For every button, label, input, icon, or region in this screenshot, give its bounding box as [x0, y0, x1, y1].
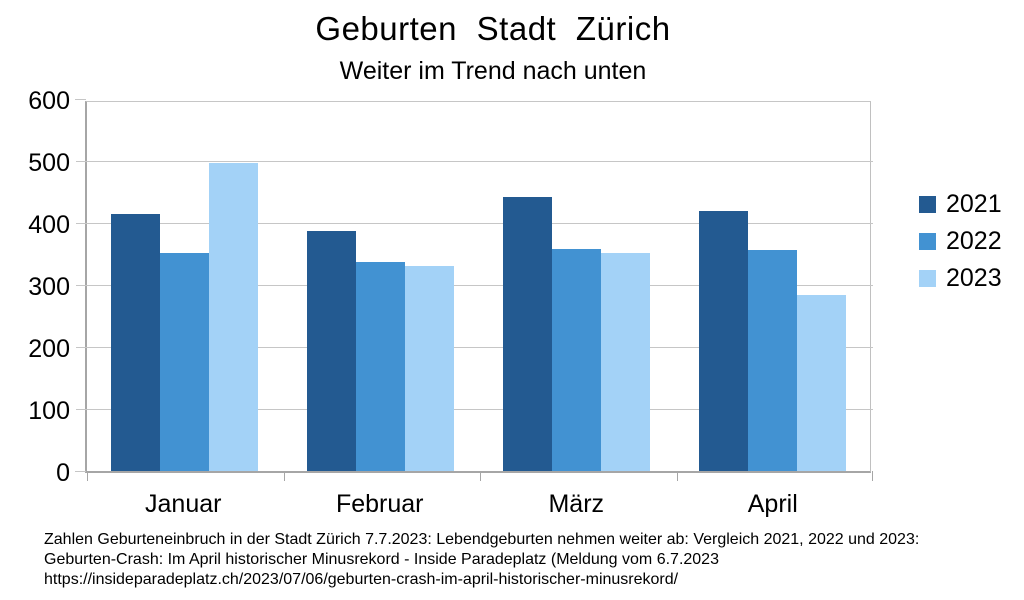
bar-märz-2022 [551, 249, 601, 471]
x-axis-tick [87, 471, 88, 481]
y-axis-label-500: 500 [28, 149, 70, 177]
bar-februar-2021 [307, 231, 357, 471]
y-axis-label-200: 200 [28, 335, 70, 363]
bar-märz-2021 [502, 196, 552, 471]
legend-swatch-2021 [919, 196, 936, 213]
legend-item-2023: 2023 [919, 260, 1002, 297]
y-axis-label-100: 100 [28, 397, 70, 425]
chart-subtitle: Weiter im Trend nach unten [339, 57, 647, 85]
chart-title: Geburten Stadt Zürich [315, 10, 671, 47]
bar-februar-2023 [405, 265, 455, 471]
gridline-400 [76, 222, 873, 224]
gridline-200 [76, 346, 873, 348]
bar-april-2023 [796, 294, 846, 471]
y-tick-0 [75, 471, 86, 472]
x-axis-tick [872, 471, 873, 481]
footnote: Zahlen Geburteneinbruch in der Stadt Zür… [44, 530, 919, 590]
y-axis-label-400: 400 [28, 211, 70, 239]
legend-item-2022: 2022 [919, 223, 1002, 260]
footnote-line: Geburten-Crash: Im April historischer Mi… [44, 551, 719, 568]
legend-label-2021: 2021 [946, 190, 1002, 218]
x-axis-tick [676, 471, 678, 481]
legend-swatch-2022 [919, 233, 936, 250]
y-tick-600 [75, 99, 86, 100]
bar-januar-2021 [111, 214, 161, 471]
x-axis-tick [480, 471, 481, 481]
y-axis-label-600: 600 [28, 87, 70, 115]
bar-group-april [674, 102, 870, 471]
y-axis-label-300: 300 [28, 273, 70, 301]
bar-april-2021 [698, 211, 748, 471]
plot-area [75, 99, 873, 481]
bar-februar-2022 [356, 262, 406, 471]
gridline-300 [76, 284, 873, 286]
legend-label-2023: 2023 [946, 264, 1002, 292]
legend-swatch-2023 [919, 270, 936, 287]
bar-group-februar [283, 102, 479, 471]
bar-januar-2023 [209, 163, 259, 471]
x-axis-label-januar: Januar [145, 490, 222, 518]
footnote-line: Zahlen Geburteneinbruch in der Stadt Zür… [44, 531, 920, 548]
bar-group-januar [87, 102, 283, 471]
x-axis-label-märz: März [548, 490, 605, 518]
bar-januar-2022 [160, 253, 210, 471]
bar-group-märz [479, 102, 675, 471]
gridline-500 [76, 160, 873, 162]
y-axis-label-0: 0 [56, 459, 70, 487]
gridline-100 [76, 408, 873, 410]
legend: 2021 2022 2023 [919, 186, 1002, 297]
bar-groups [87, 102, 870, 471]
x-axis-label-februar: Februar [335, 490, 424, 518]
bar-märz-2023 [600, 252, 650, 471]
footnote-line: https://insideparadeplatz.ch/2023/07/06/… [44, 571, 679, 588]
x-axis-label-april: April [747, 490, 798, 518]
legend-label-2022: 2022 [946, 227, 1002, 255]
x-axis-tick [283, 471, 285, 481]
legend-item-2021: 2021 [919, 186, 1002, 223]
bar-april-2022 [747, 249, 797, 471]
